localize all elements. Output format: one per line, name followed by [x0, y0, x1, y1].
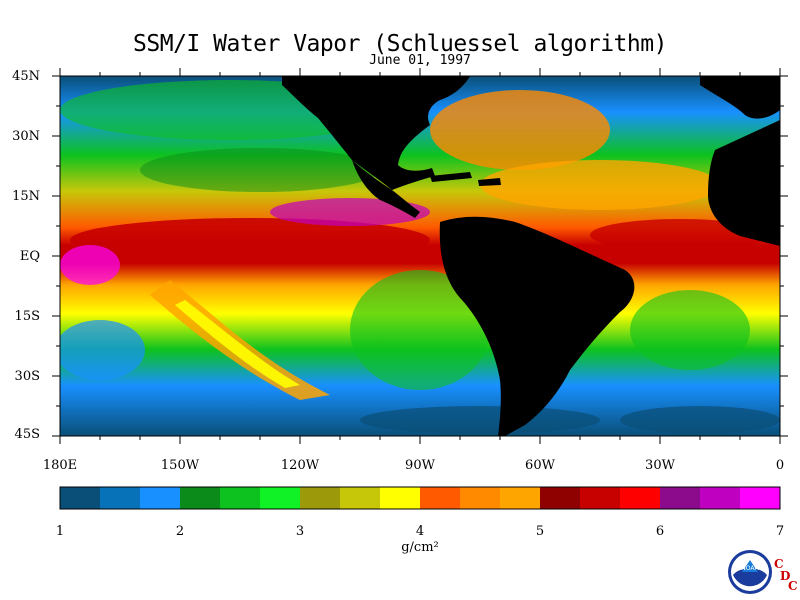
- lat-label: 45N: [12, 69, 40, 84]
- colorbar-swatch: [460, 487, 501, 509]
- lat-label: 15S: [14, 309, 40, 324]
- colorbar-swatch: [580, 487, 621, 509]
- colorbar-label: 1: [55, 524, 65, 539]
- colorbar-swatch: [100, 487, 141, 509]
- colorbar-swatch: [60, 487, 101, 509]
- lat-label: 45S: [14, 427, 40, 442]
- south-america: [439, 216, 635, 436]
- colorbar-swatch: [340, 487, 381, 509]
- map-date: June 01, 1997: [369, 53, 471, 68]
- colorbar-swatch: [420, 487, 461, 509]
- axis-ticks: [52, 68, 788, 444]
- africa: [708, 120, 780, 246]
- colorbar-swatch: [540, 487, 581, 509]
- colorbar-swatch: [660, 487, 701, 509]
- central-america: [352, 160, 420, 218]
- colorbar-label: 5: [535, 524, 545, 539]
- lat-label: 15N: [12, 189, 40, 204]
- map-title: SSM/I Water Vapor (Schluessel algorithm): [133, 31, 667, 57]
- colorbar-swatch: [140, 487, 181, 509]
- lon-label: 0: [775, 458, 785, 473]
- colorbar-swatch: [380, 487, 421, 509]
- lat-label: EQ: [19, 249, 40, 264]
- colorbar-swatch: [220, 487, 261, 509]
- colorbar-swatch: [300, 487, 341, 509]
- colorbar-swatch: [180, 487, 221, 509]
- colorbar-swatch: [700, 487, 741, 509]
- cuba: [430, 172, 472, 182]
- lon-label: 60W: [525, 458, 555, 473]
- colorbar-swatch: [260, 487, 301, 509]
- noaa-logo: [728, 550, 772, 594]
- colorbar-swatch: [740, 487, 781, 509]
- colorbar-label: 6: [655, 524, 665, 539]
- lat-label: 30N: [12, 129, 40, 144]
- colorbar-frame: [59, 486, 781, 510]
- europe-greenland: [700, 76, 780, 119]
- lon-label: 180E: [42, 458, 78, 473]
- north-america: [282, 76, 470, 190]
- lon-label: 30W: [645, 458, 675, 473]
- colorbar: [60, 487, 781, 509]
- colorbar-label: 4: [415, 524, 425, 539]
- colorbar-swatch: [620, 487, 661, 509]
- colorbar-label: 7: [775, 524, 785, 539]
- colorbar-units: g/cm²: [401, 540, 439, 555]
- colorbar-label: 3: [295, 524, 305, 539]
- lat-label: 30S: [14, 369, 40, 384]
- colorbar-swatch: [500, 487, 541, 509]
- map-field: [60, 76, 780, 436]
- lon-label: 120W: [280, 458, 320, 473]
- lon-label: 90W: [405, 458, 435, 473]
- colorbar-label: 2: [175, 524, 185, 539]
- hispaniola: [478, 178, 501, 186]
- lon-label: 150W: [160, 458, 200, 473]
